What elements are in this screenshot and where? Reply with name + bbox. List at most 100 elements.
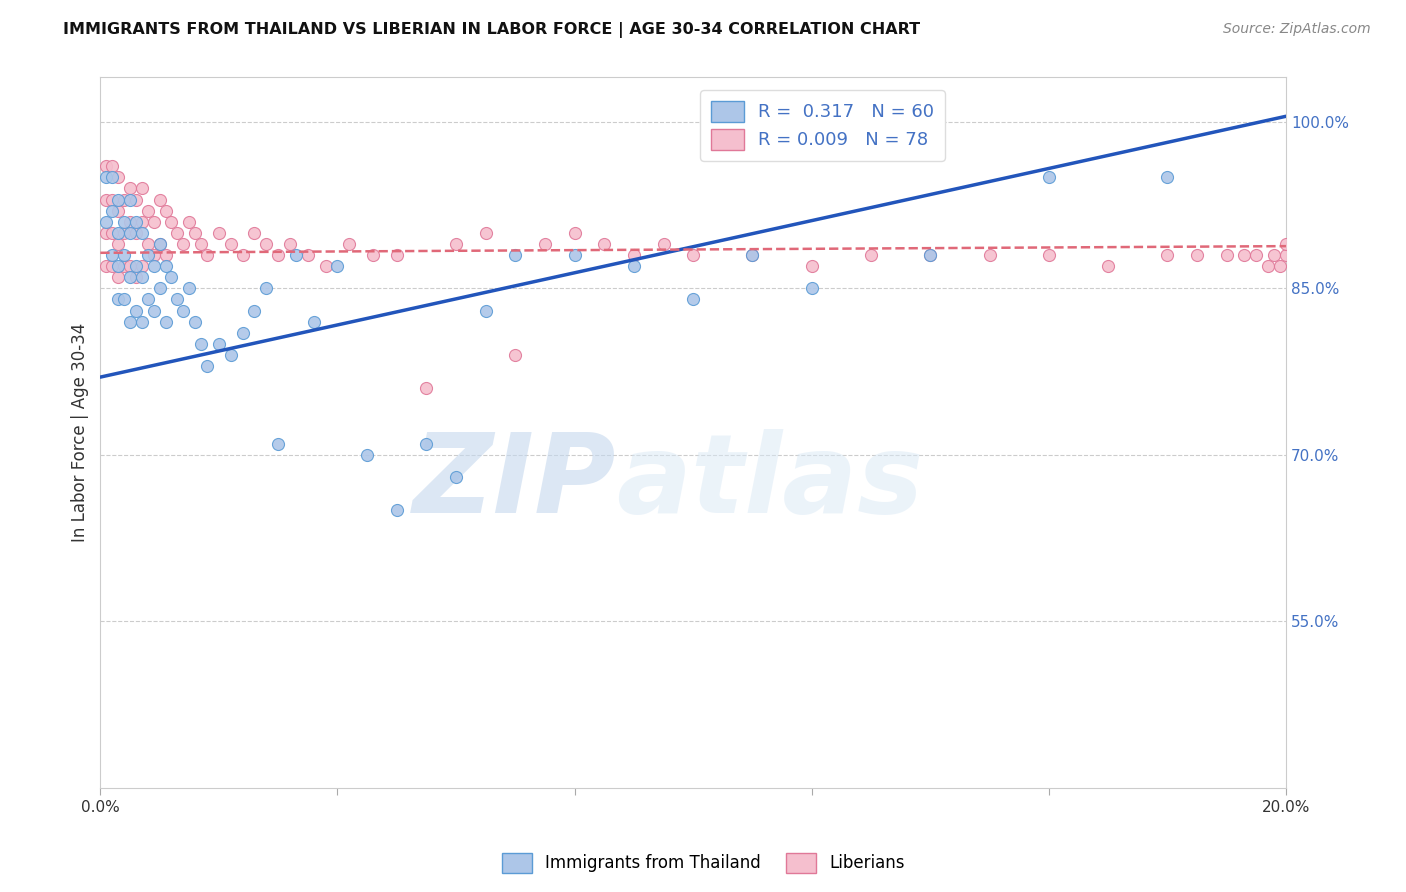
Point — [107, 193, 129, 207]
Point — [155, 203, 177, 218]
Text: IMMIGRANTS FROM THAILAND VS LIBERIAN IN LABOR FORCE | AGE 30-34 CORRELATION CHAR: IMMIGRANTS FROM THAILAND VS LIBERIAN IN … — [63, 22, 921, 38]
Point — [315, 259, 337, 273]
Point — [385, 248, 408, 262]
Point — [859, 248, 882, 262]
Point — [96, 259, 118, 273]
Y-axis label: In Labor Force | Age 30-34: In Labor Force | Age 30-34 — [72, 323, 89, 542]
Point — [356, 448, 378, 462]
Point — [131, 270, 153, 285]
Point — [1275, 248, 1298, 262]
Point — [800, 281, 823, 295]
Point — [190, 336, 212, 351]
Point — [131, 215, 153, 229]
Point — [149, 236, 172, 251]
Point — [118, 259, 141, 273]
Point — [232, 326, 254, 340]
Point — [444, 470, 467, 484]
Point — [142, 259, 165, 273]
Point — [1275, 236, 1298, 251]
Point — [623, 248, 645, 262]
Point — [112, 215, 135, 229]
Point — [444, 236, 467, 251]
Point — [1215, 248, 1237, 262]
Point — [682, 248, 704, 262]
Point — [142, 215, 165, 229]
Point — [232, 248, 254, 262]
Point — [800, 259, 823, 273]
Point — [285, 248, 308, 262]
Point — [125, 215, 148, 229]
Point — [326, 259, 349, 273]
Point — [505, 248, 527, 262]
Point — [1156, 170, 1178, 185]
Point — [474, 303, 496, 318]
Point — [1268, 259, 1291, 273]
Point — [96, 215, 118, 229]
Point — [172, 236, 194, 251]
Text: ZIP: ZIP — [412, 429, 616, 536]
Point — [195, 359, 218, 373]
Point — [96, 226, 118, 240]
Point — [125, 270, 148, 285]
Point — [107, 170, 129, 185]
Point — [112, 248, 135, 262]
Point — [166, 293, 188, 307]
Point — [920, 248, 942, 262]
Point — [267, 436, 290, 450]
Point — [1246, 248, 1268, 262]
Point — [107, 226, 129, 240]
Point — [208, 336, 231, 351]
Point — [101, 248, 124, 262]
Point — [179, 281, 201, 295]
Point — [107, 293, 129, 307]
Point — [101, 193, 124, 207]
Point — [208, 226, 231, 240]
Point — [652, 236, 675, 251]
Point — [136, 203, 159, 218]
Point — [254, 281, 277, 295]
Point — [107, 203, 129, 218]
Text: Source: ZipAtlas.com: Source: ZipAtlas.com — [1223, 22, 1371, 37]
Point — [254, 236, 277, 251]
Point — [1156, 248, 1178, 262]
Legend: R =  0.317   N = 60, R = 0.009   N = 78: R = 0.317 N = 60, R = 0.009 N = 78 — [700, 90, 945, 161]
Point — [172, 303, 194, 318]
Point — [160, 270, 183, 285]
Point — [131, 226, 153, 240]
Point — [136, 248, 159, 262]
Point — [101, 226, 124, 240]
Point — [112, 293, 135, 307]
Point — [155, 259, 177, 273]
Point — [243, 303, 266, 318]
Point — [564, 248, 586, 262]
Point — [361, 248, 384, 262]
Point — [1038, 170, 1060, 185]
Point — [118, 270, 141, 285]
Point — [96, 170, 118, 185]
Point — [297, 248, 319, 262]
Point — [96, 193, 118, 207]
Point — [112, 226, 135, 240]
Point — [184, 315, 207, 329]
Point — [741, 248, 763, 262]
Point — [142, 303, 165, 318]
Point — [142, 248, 165, 262]
Point — [149, 193, 172, 207]
Point — [131, 259, 153, 273]
Point — [1263, 248, 1285, 262]
Point — [96, 159, 118, 173]
Point — [593, 236, 616, 251]
Point — [385, 503, 408, 517]
Point — [125, 193, 148, 207]
Point — [118, 215, 141, 229]
Point — [219, 236, 242, 251]
Point — [155, 248, 177, 262]
Point — [118, 226, 141, 240]
Point — [278, 236, 301, 251]
Point — [1038, 248, 1060, 262]
Point — [101, 259, 124, 273]
Point — [979, 248, 1001, 262]
Point — [166, 226, 188, 240]
Point — [125, 226, 148, 240]
Point — [415, 381, 437, 395]
